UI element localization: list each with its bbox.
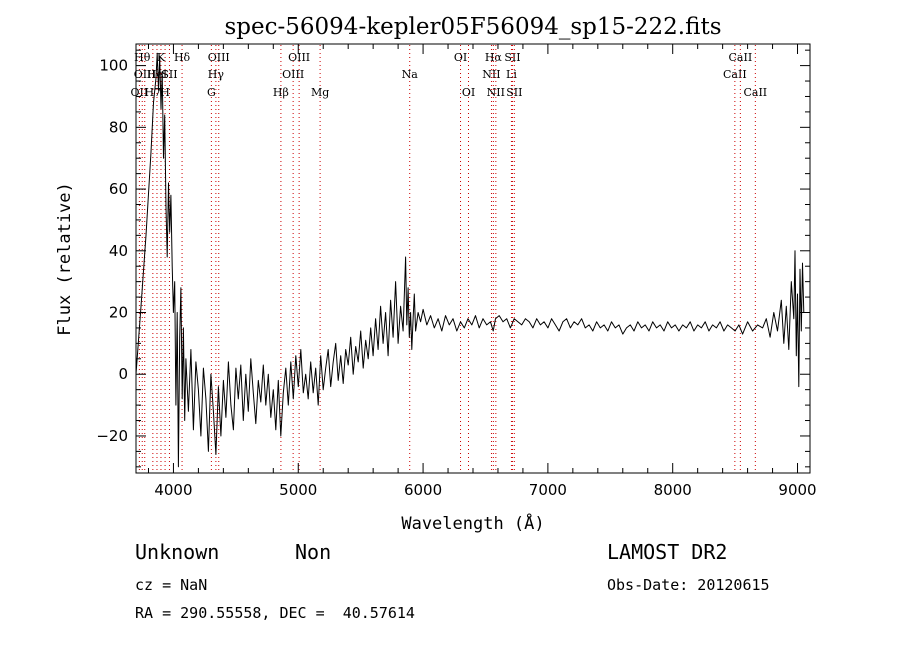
y-tick-label: 20 (109, 304, 128, 322)
object-subclass: Non (295, 540, 332, 564)
x-tick-label: 4000 (154, 481, 192, 499)
plot-frame (135, 43, 811, 474)
y-tick-label: 0 (118, 365, 128, 383)
line-marker-label: G (207, 86, 216, 99)
x-tick-label: 9000 (778, 481, 816, 499)
x-axis: 4000 5000 6000 7000 8000 9000 (147, 44, 817, 499)
obs-date: Obs-Date: 20120615 (607, 576, 770, 594)
y-axis: −20 0 20 40 60 80 100 (96, 49, 810, 468)
line-marker-label: NII (482, 68, 500, 81)
redshift-readout: cz = NaN (135, 576, 208, 594)
x-tick-label: 7000 (529, 481, 567, 499)
line-marker-label: NII (487, 86, 505, 99)
line-marker-label: CaII (723, 68, 747, 81)
line-marker-label: SII (161, 68, 177, 81)
line-marker-label: OIII (208, 51, 230, 64)
coordinates-readout: RA = 290.55558, DEC = 40.57614 (135, 604, 415, 622)
line-marker-label: OIII (282, 68, 304, 81)
line-marker-label: OI (462, 86, 475, 99)
y-tick-label: −20 (96, 427, 128, 445)
y-tick-label: 60 (109, 180, 128, 198)
line-marker-label: Hγ (208, 68, 225, 81)
line-marker-label: SII (506, 86, 522, 99)
line-marker-label: Hα (485, 51, 503, 64)
line-marker-label: OIII (134, 68, 156, 81)
line-marker-label: SII (504, 51, 520, 64)
line-marker-label: K (157, 51, 166, 64)
chart-title: spec-56094-kepler05F56094_sp15-222.fits (224, 14, 721, 40)
flux-series (135, 52, 805, 468)
line-marker-label: CaII (729, 51, 753, 64)
line-marker-label: Mg (311, 86, 329, 99)
line-marker-label: CaII (743, 86, 767, 99)
line-marker-label: OIII (288, 51, 310, 64)
line-marker-label: Li (506, 68, 517, 81)
y-tick-label: 40 (109, 242, 128, 260)
y-axis-label: Flux (relative) (55, 182, 75, 336)
x-tick-label: 8000 (654, 481, 692, 499)
line-marker-label: Hθ (134, 51, 151, 64)
object-class: Unknown (135, 540, 220, 564)
line-marker-label: Na (402, 68, 419, 81)
line-marker-label: Hβ (273, 86, 289, 99)
y-tick-label: 100 (99, 57, 128, 75)
x-axis-label: Wavelength (Å) (401, 512, 544, 534)
x-tick-label: 6000 (404, 481, 442, 499)
y-tick-label: 80 (109, 118, 128, 136)
line-marker-label: Hδ (174, 51, 191, 64)
line-marker-label: H (160, 86, 170, 99)
line-marker-label: OII (131, 86, 149, 99)
survey-name: LAMOST DR2 (607, 540, 728, 564)
x-tick-label: 5000 (279, 481, 317, 499)
line-marker-label: OI (454, 51, 467, 64)
flux-line (135, 52, 805, 468)
